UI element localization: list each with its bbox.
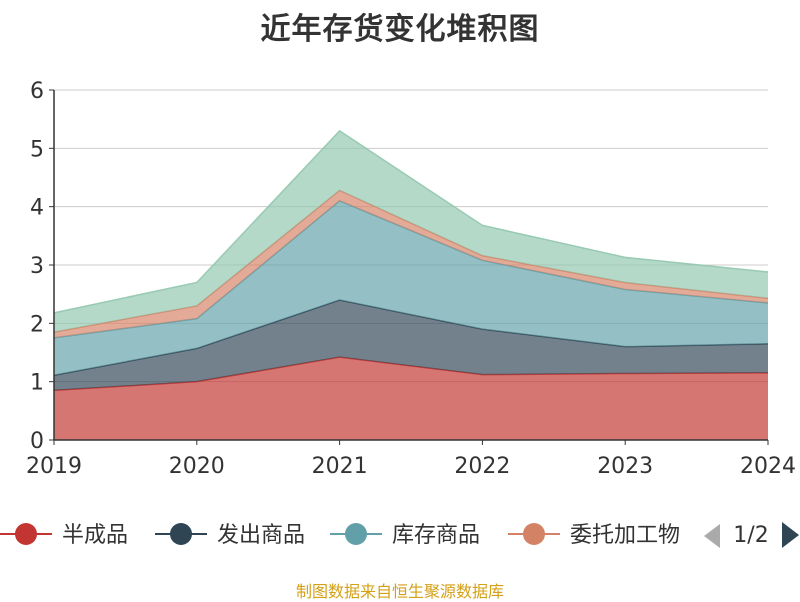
- area-series-4: [54, 130, 768, 333]
- legend-item[interactable]: 委托加工物: [508, 523, 680, 548]
- y-tick-label: 3: [30, 254, 44, 279]
- data-source-note: 制图数据来自恒生聚源数据库: [295, 582, 504, 601]
- legend-marker: [523, 523, 545, 545]
- area-series-3: [54, 190, 768, 338]
- area-line-series-0: [53, 356, 769, 392]
- legend-page-indicator: 1/2: [733, 523, 768, 548]
- y-tick-label: 2: [30, 312, 44, 337]
- legend-marker: [15, 523, 37, 545]
- x-tick-label: 2019: [26, 454, 82, 479]
- legend-prev-page-icon[interactable]: [704, 524, 720, 548]
- area-line-series-4: [53, 129, 769, 314]
- area-series-0: [54, 357, 768, 440]
- legend-label: 发出商品: [217, 523, 305, 548]
- y-tick-label: 4: [30, 196, 44, 221]
- area-series-2: [54, 200, 768, 376]
- y-tick-label: 1: [30, 371, 44, 396]
- y-tick-label: 0: [30, 429, 44, 454]
- x-tick-label: 2024: [740, 454, 796, 479]
- y-tick-label: 5: [30, 137, 44, 162]
- x-tick-label: 2022: [454, 454, 510, 479]
- chart-title: 近年存货变化堆积图: [260, 12, 540, 47]
- x-tick-label: 2020: [169, 454, 225, 479]
- legend-label: 库存商品: [392, 523, 480, 548]
- area-series-1: [54, 300, 768, 391]
- x-tick-label: 2023: [597, 454, 653, 479]
- legend-next-page-icon[interactable]: [782, 522, 799, 548]
- legend-label: 委托加工物: [570, 523, 680, 548]
- legend-item[interactable]: 发出商品: [155, 523, 305, 548]
- y-tick-label: 6: [30, 79, 44, 104]
- legend-item[interactable]: 库存商品: [330, 523, 480, 548]
- legend-label: 半成品: [62, 523, 128, 548]
- x-tick-label: 2021: [312, 454, 368, 479]
- legend-marker: [170, 523, 192, 545]
- legend-item[interactable]: 半成品: [0, 523, 128, 548]
- legend-marker: [345, 523, 367, 545]
- area-line-series-1: [53, 299, 769, 376]
